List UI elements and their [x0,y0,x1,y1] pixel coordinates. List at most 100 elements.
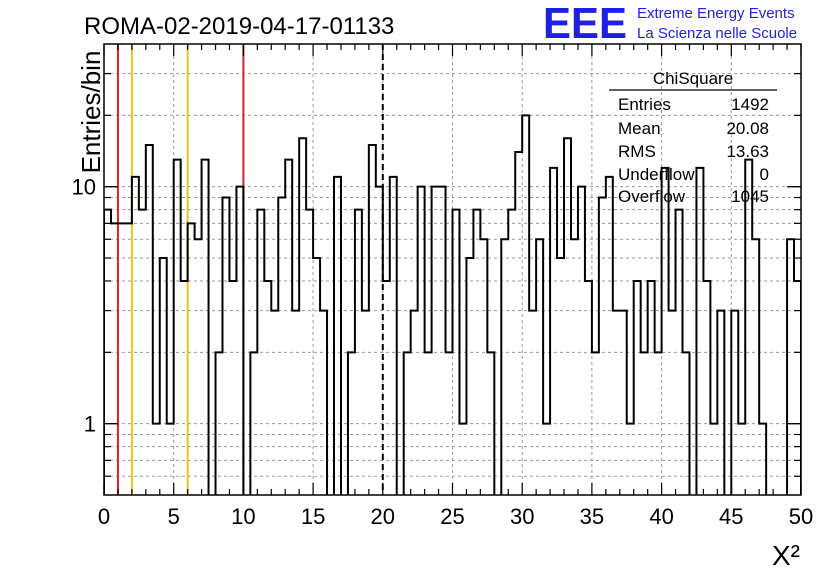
histogram-bin [334,177,341,495]
logo-tagline-1: Extreme Energy Events [637,5,795,22]
histogram-bin [285,160,292,495]
stats-box: ChiSquare Entries 1492 Mean 20.08 RMS 13… [609,69,777,206]
histogram-bin [257,210,264,495]
histogram-bin [501,239,508,495]
stats-value-mean: 20.08 [726,119,769,138]
histogram-bin [592,352,599,495]
logo-tagline-2: La Scienza nelle Scuole [637,25,797,42]
histogram-bin [111,223,118,495]
x-tick-label: 40 [649,504,673,529]
histogram-bin [627,424,634,495]
histogram-bin [703,281,710,495]
histogram-bin [731,311,738,495]
x-tick-label: 15 [301,504,325,529]
histogram-bin [648,281,655,495]
histogram-bin [522,115,529,495]
x-tick-label: 20 [371,504,395,529]
histogram-bin [487,352,494,495]
histogram-bin [404,352,411,495]
histogram-bin [418,187,425,495]
histogram-bin [564,138,571,495]
histogram-bin [390,177,397,495]
histogram-bin [655,352,662,495]
histogram-bin [299,138,306,495]
histogram-bin [195,239,202,495]
axes: 0 5 10 15 20 25 30 35 40 45 50 1 10 [72,43,813,529]
x-tick-label: 50 [789,504,813,529]
histogram-bin [529,311,536,495]
stats-label-underflow: Underflow [618,165,695,184]
histogram-bin [167,424,174,495]
stats-value-overflow: 1045 [731,187,769,206]
histogram-bin [787,239,794,495]
histogram-bin [411,311,418,495]
histogram-bin [508,210,515,495]
histogram-bin [425,352,432,495]
histogram-bin [571,239,578,495]
histogram-bin [459,424,466,495]
histogram-bin [125,223,132,495]
histogram-bin [278,198,285,495]
histogram-bin [153,424,160,495]
histogram-bin [146,145,153,495]
histogram-bin [236,187,243,495]
histogram-bin [662,168,669,495]
x-axis-title: X² [772,540,800,571]
histogram-bin [432,187,439,495]
x-tick-label: 5 [168,504,180,529]
histogram-bin [216,352,223,495]
histogram-bin [480,239,487,495]
stats-label-rms: RMS [618,142,656,161]
histogram-bin [446,352,453,495]
histogram-bin [599,198,606,495]
x-tick-label: 45 [719,504,743,529]
stats-value-entries: 1492 [731,95,769,114]
histogram-bin [174,160,181,495]
histogram-bin [696,168,703,495]
histogram-bin [362,311,369,495]
eee-logo-text: EEE [543,0,627,48]
histogram-bin [669,311,676,495]
histogram-bin [606,177,613,495]
histogram-bin [188,223,195,495]
histogram-bin [383,281,390,495]
histogram-bin [683,352,690,495]
histogram-bin [132,177,139,495]
histogram-bin [613,311,620,495]
x-tick-label: 30 [510,504,534,529]
histogram-bin [738,424,745,495]
histogram-bin [634,281,641,495]
y-axis-title: Entries/bin [76,51,106,174]
histogram-bin [160,258,167,495]
histogram-bin [453,210,460,495]
stats-label-overflow: Overflow [618,187,686,206]
histogram-bin [759,424,766,495]
x-tick-label: 25 [440,504,464,529]
histogram-bin [320,311,327,495]
histogram-bin [250,352,257,495]
x-tick-label: 35 [580,504,604,529]
run-title: ROMA-02-2019-04-17-01133 [84,13,394,40]
histogram-bin [515,152,522,495]
histogram-bin [717,311,724,495]
histogram-bin [376,187,383,495]
x-tick-label: 0 [98,504,110,529]
histogram-bin [264,281,271,495]
eee-logo: EEE Extreme Energy Events La Scienza nel… [543,0,797,48]
stats-label-entries: Entries [618,95,671,114]
histogram-bin [550,168,557,495]
histogram-bin [641,352,648,495]
histogram-bin [355,210,362,495]
histogram-bin [139,210,146,495]
histogram-bin [222,198,229,495]
x-tick-label: 10 [231,504,255,529]
stats-value-rms: 13.63 [726,142,769,161]
histogram-bin [466,258,473,495]
histogram-bin [306,210,313,495]
histogram-bin [229,281,236,495]
histogram-bin [271,311,278,495]
histogram-bin [620,311,627,495]
stats-value-underflow: 0 [760,165,769,184]
histogram [104,114,801,495]
